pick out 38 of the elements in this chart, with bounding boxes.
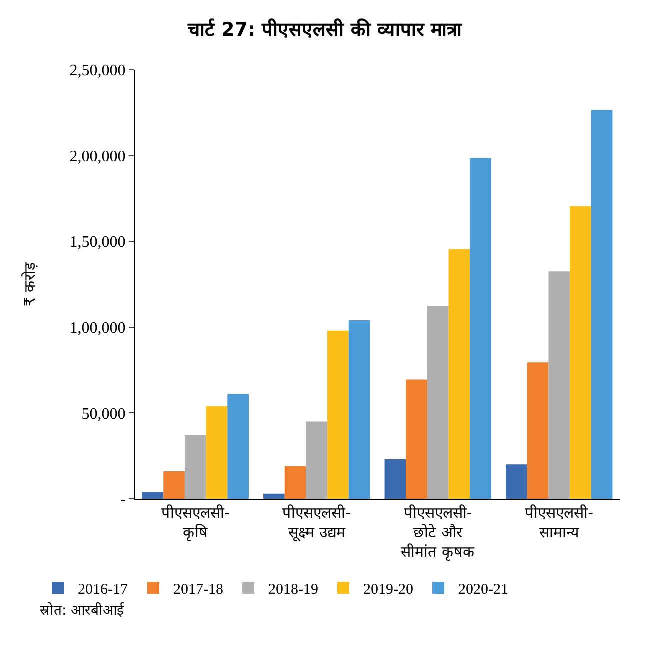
x-tick-label: पीएसएलसी- छोटे और सीमांत कृषक	[401, 504, 476, 562]
bar	[228, 394, 249, 499]
bar	[527, 362, 549, 499]
bar	[206, 406, 228, 499]
bar	[284, 466, 306, 499]
bar	[470, 158, 492, 499]
y-tick-label: -	[120, 492, 126, 509]
bar	[184, 436, 206, 499]
y-tick-label: 50,000	[82, 406, 126, 423]
y-tick-label: 1,50,000	[70, 234, 126, 252]
y-tick-label: 2,50,000	[70, 62, 126, 80]
legend-label: 2017-18	[173, 582, 224, 598]
bar	[427, 306, 449, 499]
bar	[448, 249, 470, 499]
bar	[406, 380, 428, 499]
x-tick-label: पीएसएलसी- सामान्य	[525, 504, 594, 542]
y-tick-label: 1,00,000	[70, 320, 126, 337]
x-tick-label: पीएसएलसी- सूक्ष्म उद्यम	[282, 504, 352, 542]
bar	[328, 330, 349, 499]
bar	[506, 464, 528, 499]
legend-label: 2018-19	[268, 582, 318, 598]
y-axis-title: ₹ करोड़	[21, 261, 40, 307]
y-tick-label: 2,00,000	[70, 148, 126, 166]
bar	[384, 460, 406, 499]
bar	[548, 272, 570, 499]
bar	[570, 206, 592, 499]
bar	[164, 472, 185, 499]
legend-label: 2020-21	[458, 582, 508, 598]
bar	[348, 320, 370, 499]
bar	[591, 110, 613, 499]
legend-label: 2016-17	[78, 582, 128, 598]
chart-title: चार्ट 27: पीएसएलसी की व्यापार मात्रा	[186, 18, 464, 42]
bar	[306, 422, 328, 499]
bar	[264, 494, 285, 499]
bar	[142, 492, 164, 499]
x-tick-label: पीएसएलसी- कृषि	[161, 504, 230, 542]
text: स्रोत: आरबीआई	[40, 602, 126, 619]
legend-label: 2019-20	[363, 582, 414, 598]
